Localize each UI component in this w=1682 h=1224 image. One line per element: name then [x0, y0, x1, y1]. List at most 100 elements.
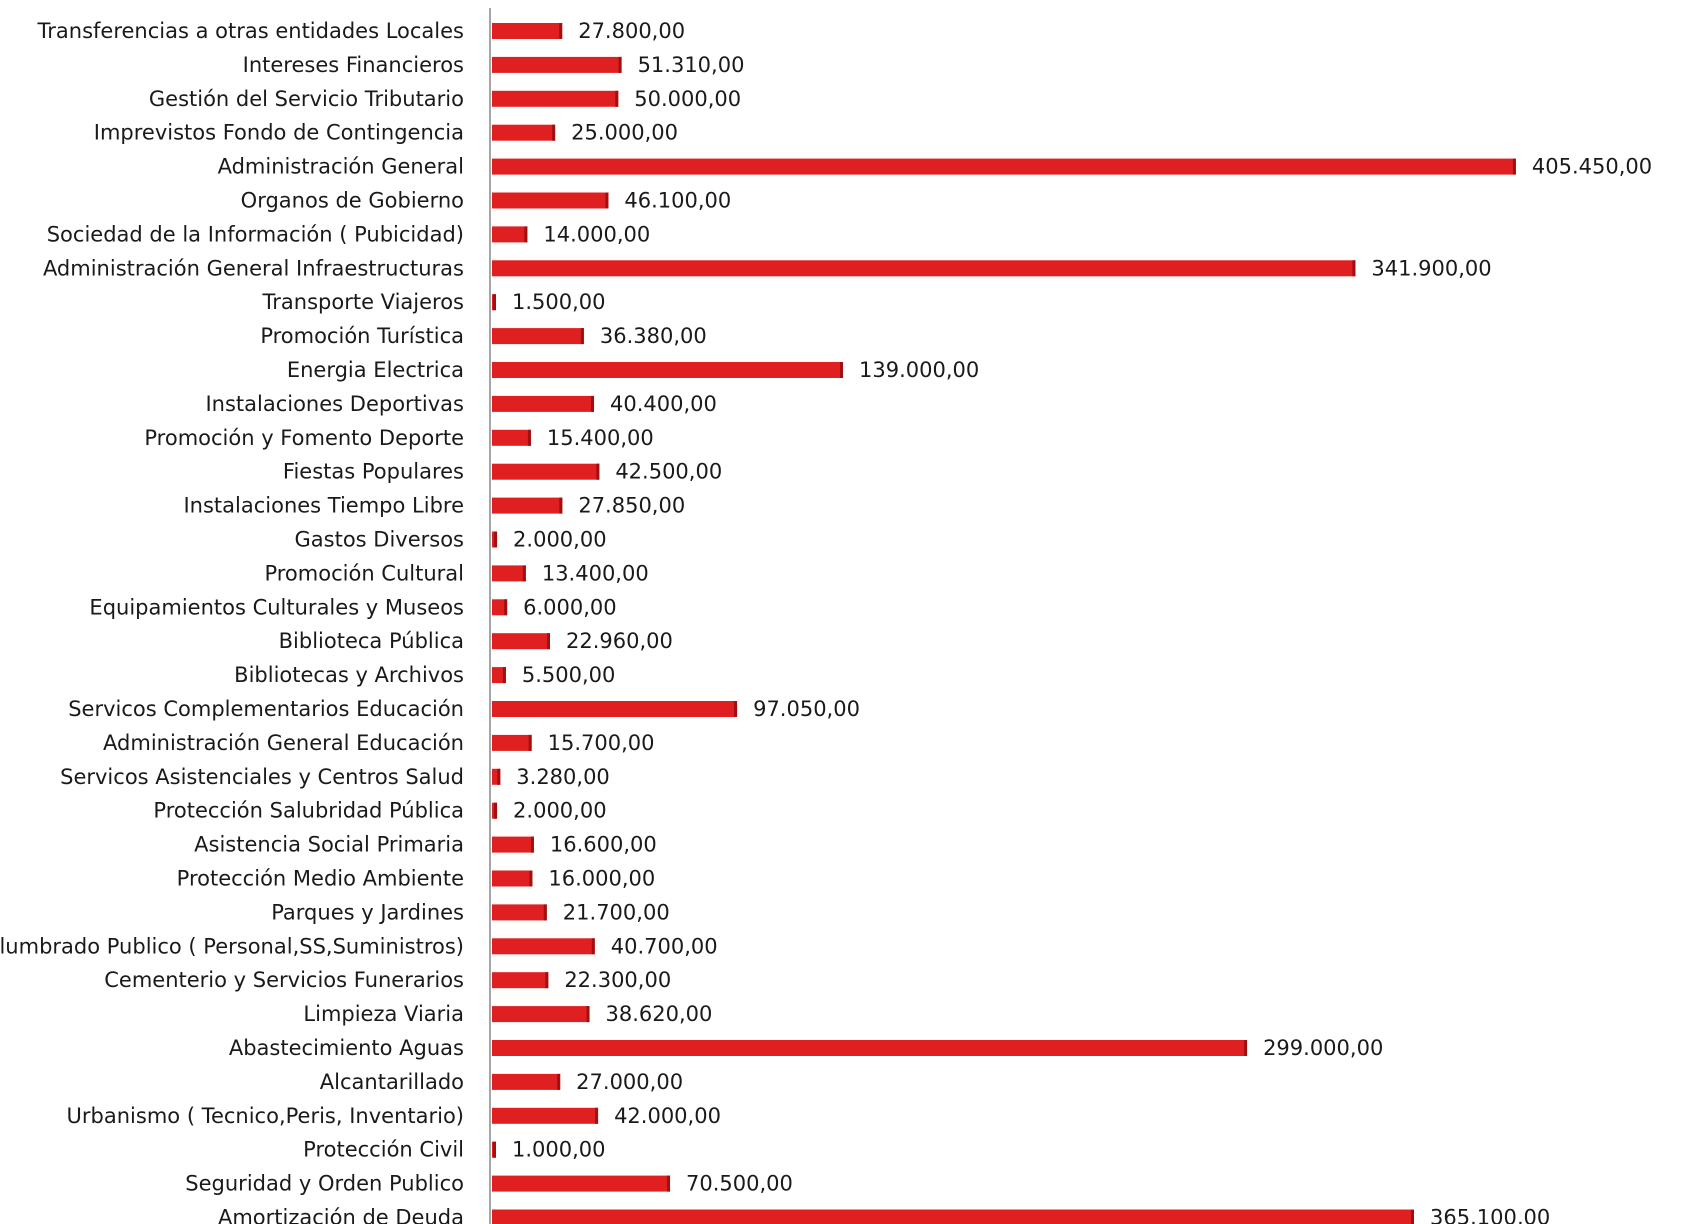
bar-end-shade — [524, 226, 528, 243]
bar — [492, 1006, 590, 1023]
bar — [492, 192, 609, 209]
bar — [492, 734, 532, 751]
category-label: Administración General — [218, 155, 464, 179]
bar-end-shade — [618, 56, 622, 73]
data-label: 22.960,00 — [566, 629, 673, 653]
data-label: 22.300,00 — [564, 968, 671, 992]
category-label: Transferencias a otras entidades Locales — [37, 19, 464, 43]
data-label: 70.500,00 — [686, 1172, 793, 1196]
value-labels: 27.800,00 51.310,00 50.000,00 25.000,00 405.… — [512, 19, 1652, 1224]
bar-end-shade — [734, 701, 738, 717]
bar — [492, 362, 844, 378]
category-label: Asistencia Social Primaria — [194, 833, 464, 857]
bar — [492, 667, 506, 684]
bar-end-shade — [494, 802, 498, 819]
bar-end-shade — [667, 1175, 671, 1192]
data-label: 51.310,00 — [638, 53, 745, 77]
data-label: 50.000,00 — [634, 87, 741, 111]
bar — [492, 124, 556, 141]
data-label: 13.400,00 — [542, 561, 649, 585]
data-label: 299.000,00 — [1263, 1036, 1383, 1060]
category-label: Fiestas Populares — [283, 460, 464, 484]
bar — [492, 56, 622, 73]
data-label: 16.000,00 — [548, 867, 655, 891]
category-label: Limpieza Viaria — [303, 1002, 464, 1026]
bar-end-shade — [1352, 260, 1356, 277]
bar-end-shade — [493, 1141, 496, 1158]
bar-end-shade — [596, 463, 600, 480]
category-label: Imprevistos Fondo de Contingencia — [94, 121, 464, 145]
bars-group — [492, 23, 1516, 1224]
bar-end-shade — [615, 90, 619, 107]
category-label: Biblioteca Pública — [279, 629, 464, 653]
bar-end-shade — [580, 328, 584, 345]
data-label: 42.500,00 — [615, 460, 722, 484]
bar-end-shade — [591, 395, 595, 412]
category-label: Parques y Jardines — [271, 900, 464, 924]
bar — [492, 260, 1356, 277]
data-label: 46.100,00 — [624, 189, 731, 213]
category-label: Urbanismo ( Tecnico,Peris, Inventario) — [67, 1104, 464, 1128]
data-label: 2.000,00 — [513, 799, 607, 823]
bar — [492, 1175, 671, 1192]
data-label: 2.000,00 — [513, 528, 607, 552]
category-label: Administración General Educación — [103, 731, 464, 755]
bar — [492, 836, 534, 853]
bar — [492, 226, 528, 243]
bar-end-shade — [840, 362, 844, 378]
category-label: Instalaciones Deportivas — [205, 392, 464, 416]
bar — [492, 938, 595, 955]
bar — [492, 463, 600, 480]
bar — [492, 1107, 599, 1124]
bar — [492, 328, 584, 345]
bar-end-shade — [497, 768, 501, 785]
data-label: 6.000,00 — [523, 595, 617, 619]
bar — [492, 565, 526, 582]
data-label: 27.850,00 — [578, 494, 685, 518]
bar-end-shade — [527, 429, 531, 446]
category-label: Servicos Asistenciales y Centros Salud — [60, 765, 464, 789]
bar-end-shade — [494, 531, 498, 548]
category-label: Abastecimiento Aguas — [229, 1036, 464, 1060]
bar-end-shade — [557, 1073, 561, 1090]
category-label: Gastos Diversos — [295, 528, 465, 552]
bar — [492, 23, 563, 39]
bar-end-shade — [552, 124, 556, 141]
category-label: Alumbrado Publico ( Personal,SS,Suminist… — [0, 934, 464, 958]
category-label: Promoción Cultural — [264, 561, 464, 585]
category-label: Cementerio y Servicios Funerarios — [104, 968, 464, 992]
category-label: Transporte Viajeros — [262, 290, 464, 314]
data-label: 5.500,00 — [522, 663, 616, 687]
data-label: 42.000,00 — [614, 1104, 721, 1128]
bar-end-shade — [522, 565, 526, 582]
category-label: Promoción y Fomento Deporte — [144, 426, 464, 450]
bar — [492, 90, 619, 107]
bar — [492, 904, 547, 921]
data-label: 21.700,00 — [563, 900, 670, 924]
bar — [492, 1073, 561, 1090]
bar-end-shade — [1244, 1040, 1248, 1056]
data-label: 139.000,00 — [859, 358, 979, 382]
bar-end-shade — [586, 1006, 590, 1023]
data-label: 27.000,00 — [576, 1070, 683, 1094]
bar-end-shade — [504, 599, 508, 616]
bar — [492, 972, 549, 989]
category-label: Energia Electrica — [287, 358, 464, 382]
bar-end-shade — [530, 836, 534, 853]
bar — [492, 497, 563, 514]
bar-end-shade — [528, 734, 532, 751]
data-label: 15.700,00 — [548, 731, 655, 755]
data-label: 40.400,00 — [610, 392, 717, 416]
data-label: 405.450,00 — [1532, 155, 1652, 179]
bar-end-shade — [529, 870, 533, 887]
category-label: Protección Salubridad Pública — [153, 799, 464, 823]
category-label: Intereses Financieros — [243, 53, 464, 77]
data-label: 1.500,00 — [512, 290, 606, 314]
data-label: 25.000,00 — [571, 121, 678, 145]
data-label: 97.050,00 — [753, 697, 860, 721]
bar-end-shade — [1410, 1209, 1414, 1224]
bar — [492, 870, 533, 887]
bar — [492, 701, 738, 717]
category-label: Organos de Gobierno — [241, 189, 464, 213]
category-label: Protección Civil — [303, 1138, 464, 1162]
